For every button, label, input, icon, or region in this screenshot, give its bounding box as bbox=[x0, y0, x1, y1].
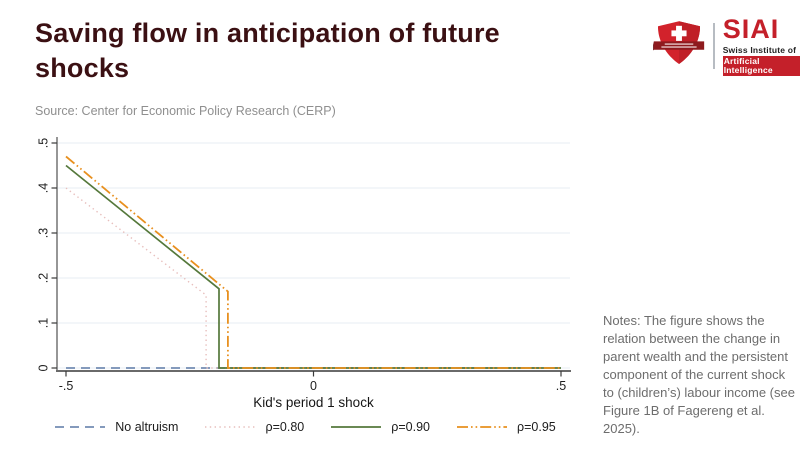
legend-label: ρ=0.90 bbox=[391, 420, 430, 434]
source-label: Source: Center for Economic Policy Resea… bbox=[35, 104, 336, 118]
chart-legend: No altruism ρ=0.80 ρ=0.90 ρ=0.95 bbox=[30, 420, 580, 434]
siai-shield-icon bbox=[651, 17, 705, 74]
page-title: Saving flow in anticipation of future sh… bbox=[35, 18, 500, 83]
legend-line-sample bbox=[456, 426, 507, 428]
logo-subtitle-1: Swiss Institute of bbox=[722, 45, 797, 55]
legend-item: ρ=0.95 bbox=[456, 420, 556, 434]
siai-logo: SIAI Swiss Institute of Artificial Intel… bbox=[651, 14, 800, 76]
y-tick-label: 0 bbox=[36, 364, 50, 371]
y-tick-label: .3 bbox=[36, 228, 50, 238]
y-tick-label: .4 bbox=[36, 183, 50, 193]
legend-line-sample bbox=[205, 426, 256, 428]
y-tick-label: .1 bbox=[36, 318, 50, 328]
y-tick-label: .2 bbox=[36, 273, 50, 283]
notes-text: Notes: The figure shows the relation bet… bbox=[603, 313, 795, 436]
x-tick-label: .5 bbox=[556, 379, 566, 393]
series-line bbox=[65, 164, 561, 369]
legend-item: ρ=0.80 bbox=[204, 420, 304, 434]
logo-divider bbox=[713, 22, 715, 69]
x-tick-label: 0 bbox=[310, 379, 317, 393]
legend-label: ρ=0.95 bbox=[516, 420, 556, 434]
legend-item: ρ=0.90 bbox=[330, 420, 430, 434]
logo-subtitle-2: Artificial Intelligence bbox=[722, 56, 800, 76]
chart-svg: 0 .1 .2 .3 .4 .5 -.5 0 .5 Kid's period 1 shock bbox=[36, 137, 571, 410]
legend-line-sample bbox=[55, 426, 106, 428]
legend-label: No altruism bbox=[115, 420, 179, 434]
legend-item: No altruism bbox=[54, 420, 178, 434]
y-tick-label: .5 bbox=[36, 138, 50, 148]
x-tick-label: -.5 bbox=[59, 379, 74, 393]
chart: 0 .1 .2 .3 .4 .5 -.5 0 .5 Kid's period 1 shock bbox=[30, 133, 580, 418]
logo-acronym: SIAI bbox=[722, 14, 780, 44]
legend-label: ρ=0.80 bbox=[265, 420, 305, 434]
legend-line-sample bbox=[331, 426, 382, 428]
x-axis-title: Kid's period 1 shock bbox=[253, 395, 374, 410]
logo-text: SIAI Swiss Institute of Artificial Intel… bbox=[722, 14, 800, 76]
